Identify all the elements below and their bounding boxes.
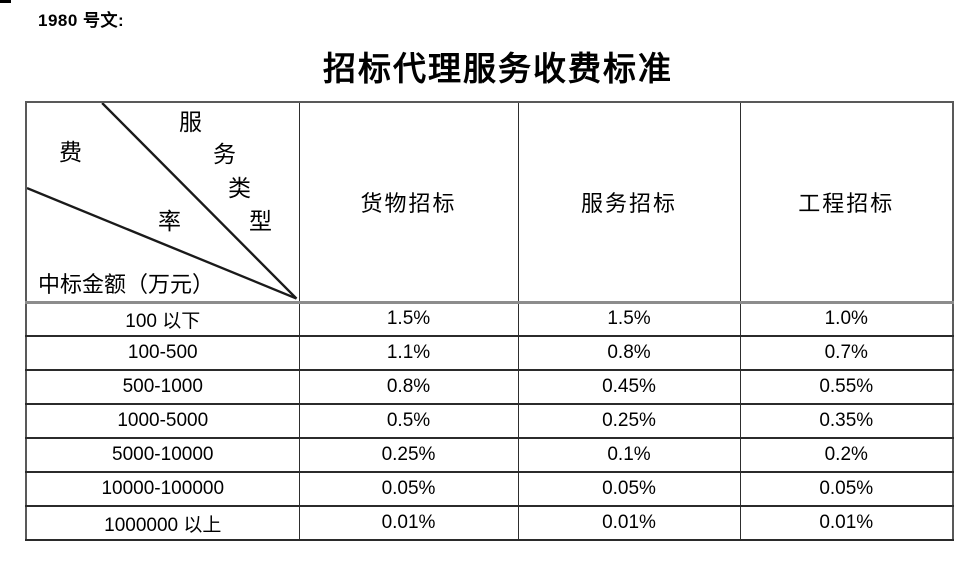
column-header-engineering: 工程招标 — [739, 101, 954, 304]
rate-cell: 0.8% — [298, 369, 519, 405]
table-row: 100-500 1.1% 0.8% 0.7% — [25, 335, 954, 371]
table-row: 10000-100000 0.05% 0.05% 0.05% — [25, 471, 954, 507]
amount-range-cell: 1000-5000 — [25, 403, 300, 439]
rate-cell: 0.45% — [517, 369, 741, 405]
rate-cell: 0.7% — [739, 335, 954, 371]
page-title: 招标代理服务收费标准 — [323, 52, 673, 88]
amount-range-cell: 1000000 以上 — [25, 505, 300, 541]
rate-cell: 0.35% — [739, 403, 954, 439]
rate-cell: 0.05% — [739, 471, 954, 507]
amount-range-cell: 100 以下 — [25, 301, 300, 337]
rate-cell: 0.8% — [517, 335, 741, 371]
rate-cell: 0.05% — [517, 471, 741, 507]
table-row: 500-1000 0.8% 0.45% 0.55% — [25, 369, 954, 405]
corner-fee-rate-char: 费 — [59, 140, 82, 165]
rate-cell: 0.1% — [517, 437, 741, 473]
amount-range-cell: 500-1000 — [25, 369, 300, 405]
corner-service-type-char: 型 — [249, 209, 272, 234]
diagonal-lines-icon — [27, 103, 298, 299]
rate-cell: 1.5% — [298, 301, 519, 337]
rate-cell: 0.5% — [298, 403, 519, 439]
corner-diagonal-area: 服 务 类 型 费 率 中标金额（万元） — [27, 103, 298, 299]
corner-service-type-char: 类 — [228, 176, 251, 201]
table-row: 100 以下 1.5% 1.5% 1.0% — [25, 301, 954, 337]
rate-cell: 0.01% — [739, 505, 954, 541]
table-row: 1000-5000 0.5% 0.25% 0.35% — [25, 403, 954, 439]
rate-cell: 1.5% — [517, 301, 741, 337]
table-row: 1000000 以上 0.01% 0.01% 0.01% — [25, 505, 954, 541]
corner-service-type-char: 务 — [213, 142, 236, 167]
rate-cell: 0.01% — [298, 505, 519, 541]
corner-cell: 服 务 类 型 费 率 中标金额（万元） — [25, 101, 300, 304]
rate-cell: 0.05% — [298, 471, 519, 507]
fee-table: 服 务 类 型 费 率 中标金额（万元） 货物招标 服务招标 工程招标 100 … — [25, 101, 954, 541]
rate-cell: 1.0% — [739, 301, 954, 337]
rate-cell: 0.55% — [739, 369, 954, 405]
column-header-service: 服务招标 — [517, 101, 741, 304]
amount-range-cell: 100-500 — [25, 335, 300, 371]
amount-range-cell: 10000-100000 — [25, 471, 300, 507]
amount-range-cell: 5000-10000 — [25, 437, 300, 473]
rate-cell: 0.25% — [517, 403, 741, 439]
table-row: 5000-10000 0.25% 0.1% 0.2% — [25, 437, 954, 473]
corner-amount-label: 中标金额（万元） — [38, 272, 215, 297]
header-row: 服 务 类 型 费 率 中标金额（万元） 货物招标 服务招标 工程招标 — [25, 101, 954, 304]
doc-ref-label: 1980 号文: — [38, 11, 125, 30]
rate-cell: 0.01% — [517, 505, 741, 541]
scan-artifact — [0, 0, 11, 3]
rate-cell: 1.1% — [298, 335, 519, 371]
corner-service-type-char: 服 — [179, 110, 202, 135]
rate-cell: 0.25% — [298, 437, 519, 473]
column-header-goods: 货物招标 — [298, 101, 519, 304]
corner-fee-rate-char: 率 — [158, 209, 181, 234]
rate-cell: 0.2% — [739, 437, 954, 473]
